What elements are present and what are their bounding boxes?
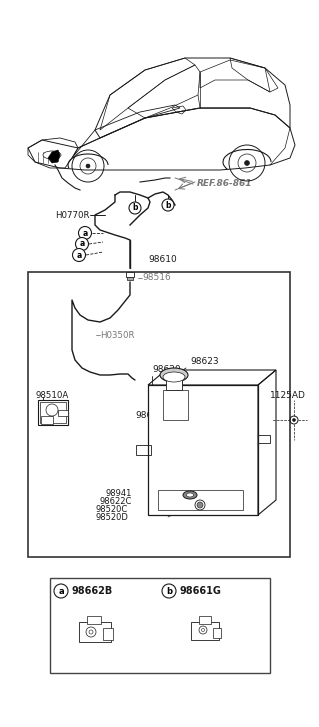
Bar	[103, 628, 113, 640]
Text: a: a	[76, 251, 82, 260]
Text: 98662B: 98662B	[71, 586, 112, 596]
Text: H0350R: H0350R	[100, 331, 135, 340]
Text: 98610: 98610	[148, 255, 177, 265]
Polygon shape	[48, 150, 60, 163]
Bar	[191, 622, 219, 640]
Text: b: b	[166, 587, 172, 595]
Bar	[87, 616, 101, 624]
Ellipse shape	[43, 151, 61, 159]
Bar	[158, 490, 243, 510]
Text: a: a	[58, 587, 64, 595]
Text: 1125AD: 1125AD	[270, 390, 306, 400]
Circle shape	[76, 238, 88, 251]
Bar	[166, 378, 182, 390]
Text: a: a	[82, 228, 88, 238]
Bar	[41, 416, 53, 424]
Ellipse shape	[195, 500, 205, 510]
Bar	[58, 410, 68, 416]
Bar	[38, 400, 68, 425]
Text: b: b	[165, 201, 171, 209]
Text: REF.86-861: REF.86-861	[197, 179, 253, 188]
Text: 98941: 98941	[105, 489, 131, 497]
Text: 98516: 98516	[142, 273, 171, 283]
Ellipse shape	[160, 368, 188, 382]
Text: 98622: 98622	[135, 411, 164, 419]
Circle shape	[197, 502, 203, 508]
Text: 98510A: 98510A	[35, 392, 68, 401]
Bar	[213, 628, 221, 638]
Bar	[126, 272, 134, 277]
Bar	[163, 390, 188, 420]
Circle shape	[86, 164, 90, 168]
Bar	[199, 616, 211, 624]
Bar	[40, 402, 66, 423]
Circle shape	[72, 249, 85, 262]
Text: 98620: 98620	[152, 366, 181, 374]
Text: 98661G: 98661G	[180, 586, 222, 596]
Bar	[127, 277, 133, 280]
Circle shape	[293, 419, 295, 422]
Circle shape	[162, 584, 176, 598]
Text: b: b	[132, 204, 138, 212]
Circle shape	[244, 161, 249, 166]
Text: a: a	[79, 239, 85, 249]
Ellipse shape	[183, 491, 197, 499]
Bar	[79, 622, 111, 642]
Ellipse shape	[187, 493, 194, 497]
Bar	[28, 272, 290, 557]
Bar	[148, 385, 258, 515]
Bar	[258, 435, 270, 443]
Text: 98520D: 98520D	[95, 513, 128, 521]
Text: 98520C: 98520C	[95, 505, 127, 513]
Bar	[136, 445, 151, 455]
Circle shape	[129, 202, 141, 214]
Ellipse shape	[163, 372, 185, 382]
Text: 98622C: 98622C	[100, 497, 132, 505]
Circle shape	[162, 199, 174, 211]
Circle shape	[54, 584, 68, 598]
Circle shape	[78, 227, 92, 239]
Text: 98623: 98623	[190, 358, 219, 366]
Text: H0770R: H0770R	[55, 211, 90, 220]
Bar	[50, 578, 270, 673]
